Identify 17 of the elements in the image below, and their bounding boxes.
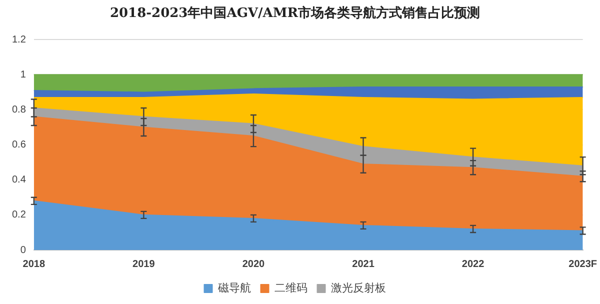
- y-tick-label: 0.8: [12, 104, 26, 116]
- x-tick-label: 2021: [352, 258, 375, 270]
- x-tick-label: 2020: [242, 258, 266, 270]
- legend-label: 激光反射板: [330, 282, 386, 295]
- legend-label: 磁导航: [216, 282, 251, 295]
- chart-title: 2018-2023年中国AGV/AMR市场各类导航方式销售占比预测: [110, 5, 480, 22]
- y-tick-label: 1.2: [12, 34, 26, 46]
- x-tick-label: 2018: [22, 258, 46, 270]
- legend-label: 二维码: [274, 282, 308, 295]
- y-tick-label: 0: [20, 244, 26, 256]
- x-tick-label: 2023F: [568, 258, 597, 270]
- y-tick-label: 0.6: [12, 140, 26, 151]
- y-tick-label: 0.4: [12, 174, 26, 186]
- x-tick-label: 2019: [132, 258, 156, 270]
- y-tick-label: 0.2: [12, 210, 26, 221]
- x-tick-label: 2022: [462, 258, 485, 270]
- y-tick-label: 1: [20, 69, 26, 80]
